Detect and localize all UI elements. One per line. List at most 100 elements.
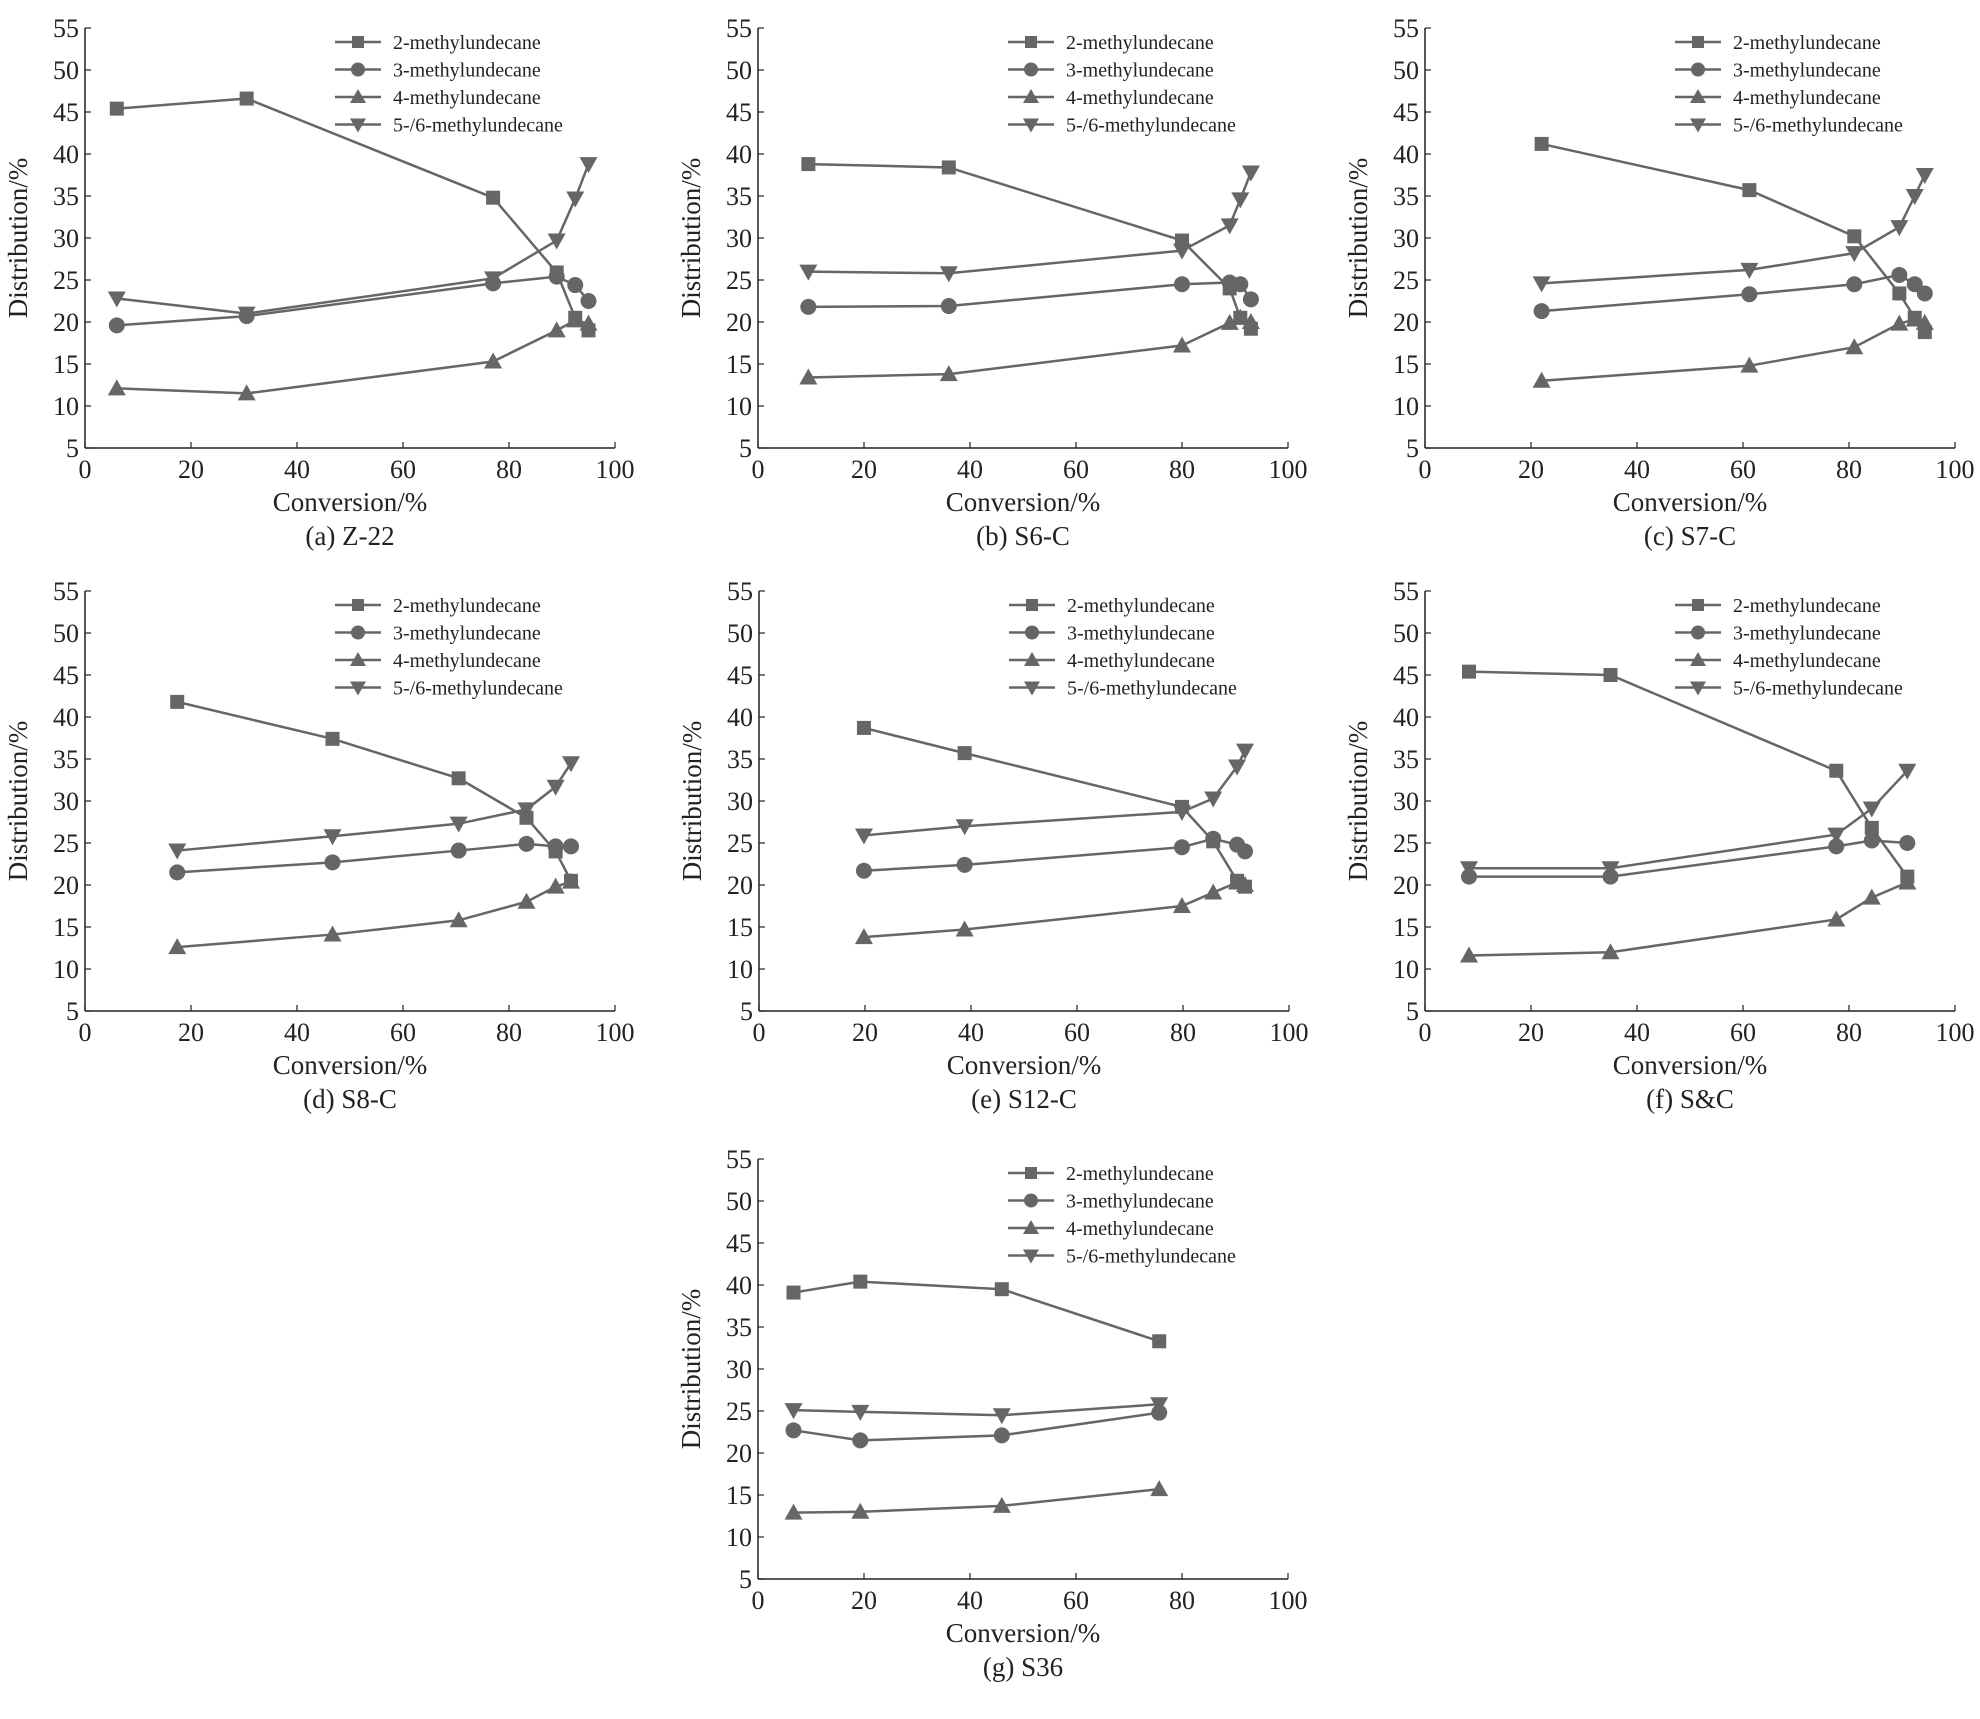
y-tick-label: 50 (726, 1187, 752, 1216)
data-point (107, 379, 126, 396)
series-1 (1534, 136, 1932, 340)
data-point (784, 1403, 803, 1420)
legend-marker (1024, 1193, 1038, 1208)
y-axis-title: Distribution/% (677, 721, 707, 882)
x-tick-label: 40 (284, 455, 310, 484)
y-tick-label: 15 (53, 913, 79, 942)
data-point (1845, 246, 1864, 263)
data-point (799, 368, 818, 385)
x-tick-label: 60 (1063, 455, 1089, 484)
series-3 (1532, 310, 1934, 388)
series-line (1468, 769, 1909, 870)
data-point (237, 384, 256, 401)
data-point (1152, 1334, 1167, 1349)
data-point (1742, 183, 1757, 198)
y-tick-label: 15 (726, 350, 752, 379)
data-point (566, 311, 585, 328)
data-point (851, 1502, 870, 1519)
data-point (449, 816, 468, 833)
y-tick-label: 55 (726, 1145, 752, 1174)
chart-caption: (a) Z-22 (305, 521, 394, 551)
y-tick-label: 10 (1393, 392, 1419, 421)
data-point (566, 191, 585, 208)
y-tick-label: 5 (739, 1565, 752, 1594)
y-tick-label: 30 (1393, 787, 1419, 816)
legend-marker (351, 625, 365, 640)
y-tick-label: 30 (53, 787, 79, 816)
x-axis-title: Conversion/% (273, 1050, 428, 1080)
y-tick-label: 35 (1393, 182, 1419, 211)
data-point (1205, 830, 1222, 847)
data-point (801, 157, 816, 172)
data-point (323, 829, 342, 846)
data-point (1891, 266, 1908, 283)
data-point (579, 157, 598, 174)
x-tick-label: 80 (496, 1018, 522, 1047)
legend-marker (350, 681, 366, 696)
data-point (1174, 276, 1190, 293)
x-tick-label: 0 (753, 1018, 766, 1047)
data-point (941, 160, 956, 175)
data-point (449, 911, 468, 928)
data-point (1173, 336, 1191, 353)
y-axis-title: Distribution/% (3, 158, 33, 319)
x-tick-label: 20 (178, 1018, 204, 1047)
x-tick-label: 100 (596, 455, 635, 484)
data-point (939, 266, 958, 283)
y-tick-label: 40 (1393, 703, 1419, 732)
y-tick-label: 40 (727, 703, 753, 732)
chart-caption: (f) S&C (1646, 1084, 1734, 1114)
data-point (1532, 276, 1551, 293)
data-point (939, 365, 958, 382)
data-point (324, 854, 341, 871)
y-tick-label: 5 (1406, 434, 1419, 463)
y-tick-label: 25 (727, 829, 753, 858)
data-point (1461, 664, 1476, 679)
data-point (1892, 286, 1907, 301)
series-line (1541, 142, 1926, 333)
data-point (484, 352, 503, 369)
y-tick-label: 20 (1393, 308, 1419, 337)
series-3 (799, 308, 1260, 385)
data-point (1533, 303, 1550, 320)
x-tick-label: 60 (1064, 1018, 1090, 1047)
series-4 (168, 756, 581, 860)
legend-label: 4-methylundecane (1733, 87, 1881, 109)
x-tick-label: 100 (1269, 1586, 1308, 1615)
x-axis-title: Conversion/% (1613, 487, 1768, 517)
data-point (170, 694, 185, 709)
series-line (116, 318, 589, 395)
legend-label: 5-/6-methylundecane (1066, 1246, 1236, 1268)
data-point (1220, 218, 1239, 235)
legend-label: 2-methylundecane (1066, 32, 1214, 54)
data-point (1150, 1480, 1169, 1497)
data-point (1204, 883, 1223, 900)
data-point (1236, 876, 1255, 892)
data-point (1150, 1397, 1169, 1414)
data-point (1603, 668, 1618, 682)
data-point (1827, 910, 1846, 927)
data-point (1241, 165, 1260, 182)
data-point (548, 268, 565, 285)
series-line (793, 1280, 1160, 1343)
data-point (1204, 791, 1223, 808)
y-tick-label: 25 (726, 266, 752, 295)
data-point (517, 802, 536, 819)
data-point (1236, 743, 1255, 760)
x-tick-label: 80 (1169, 1586, 1195, 1615)
y-tick-label: 45 (1393, 661, 1419, 690)
x-tick-label: 60 (390, 1018, 416, 1047)
x-tick-label: 60 (390, 455, 416, 484)
data-point (955, 920, 974, 937)
legend-marker (1023, 1249, 1039, 1264)
legend-label: 5-/6-methylundecane (393, 678, 563, 700)
series-2 (800, 274, 1259, 315)
data-point (484, 271, 503, 288)
chart-svg: 0 20 40 60 80 100 5 10 15 20 25 30 35 40 45 50 55 Convers… (1343, 577, 1975, 1114)
x-tick-label: 100 (1270, 1018, 1309, 1047)
data-point (518, 835, 535, 852)
data-point (1899, 835, 1916, 851)
x-tick-label: 80 (496, 455, 522, 484)
series-line (116, 275, 590, 327)
data-point (1459, 946, 1478, 963)
